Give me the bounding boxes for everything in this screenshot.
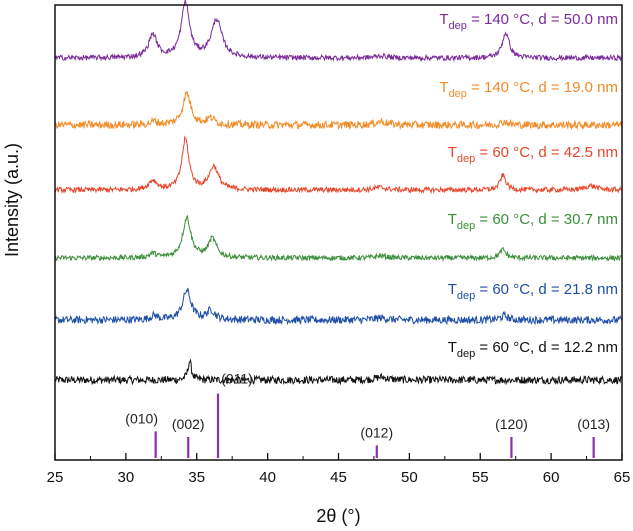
x-axis-ticks: 25 30 35 40 45 50 55 60 65 <box>47 453 631 486</box>
plot-frame <box>54 4 623 461</box>
reference-label: (011) <box>221 371 253 387</box>
reference-pattern: (010) (002) (011) (012) (120) (013) <box>125 371 610 458</box>
x-tick-label: 65 <box>614 469 631 486</box>
series-line <box>54 287 623 326</box>
x-tick-label: 35 <box>188 469 205 486</box>
reference-label: (012) <box>360 424 393 440</box>
series-line <box>54 0 623 63</box>
x-axis-title: 2θ (°) <box>316 506 360 526</box>
y-axis-title: Intensity (a.u.) <box>2 143 22 257</box>
x-tick-label: 50 <box>401 469 418 486</box>
series-line <box>54 214 623 263</box>
reference-label: (010) <box>125 410 158 426</box>
series-line <box>54 358 623 386</box>
x-tick-label: 55 <box>472 469 489 486</box>
x-tick-label: 45 <box>330 469 347 486</box>
series-label: Tdep = 60 °C, d = 12.2 nm <box>448 339 618 360</box>
series-label: Tdep = 140 °C, d = 50.0 nm <box>439 11 618 32</box>
x-tick-label: 30 <box>118 469 135 486</box>
xrd-traces <box>54 0 623 386</box>
reference-label: (120) <box>495 416 528 432</box>
series-labels: Tdep = 60 °C, d = 12.2 nm Tdep = 60 °C, d… <box>439 11 618 360</box>
x-tick-label: 25 <box>47 469 64 486</box>
series-label: Tdep = 60 °C, d = 42.5 nm <box>448 144 618 165</box>
x-tick-label: 40 <box>259 469 276 486</box>
series-label: Tdep = 60 °C, d = 30.7 nm <box>448 211 618 232</box>
x-tick-label: 60 <box>543 469 560 486</box>
reference-label: (002) <box>172 416 205 432</box>
series-line <box>54 135 623 195</box>
series-line <box>54 90 623 131</box>
series-label: Tdep = 60 °C, d = 21.8 nm <box>448 281 618 302</box>
series-label: Tdep = 140 °C, d = 19.0 nm <box>439 79 618 100</box>
reference-label: (013) <box>577 416 610 432</box>
